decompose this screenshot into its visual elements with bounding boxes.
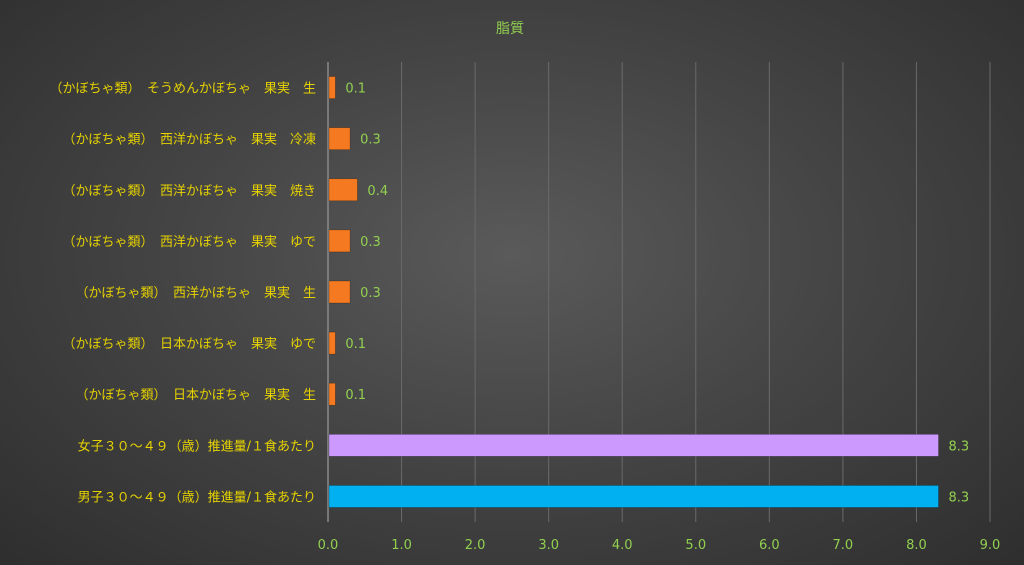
category-label: （かぼちゃ類） 西洋かぼちゃ 果実 焼き <box>62 183 316 199</box>
category-labels: （かぼちゃ類） そうめんかぼちゃ 果実 生 （かぼちゃ類） 西洋かぼちゃ 果実 冷… <box>49 81 316 506</box>
category-label: （かぼちゃ類） 西洋かぼちゃ 果実 生 <box>75 285 316 301</box>
x-tick-label: 2.0 <box>465 538 486 553</box>
value-label: 8.3 <box>949 439 970 454</box>
bar <box>328 127 351 150</box>
x-tick-label: 9.0 <box>980 538 1001 553</box>
value-label: 0.1 <box>345 82 366 97</box>
bar <box>328 178 358 202</box>
value-label: 0.4 <box>367 184 388 199</box>
bar <box>328 485 939 508</box>
category-label: （かぼちゃ類） 日本かぼちゃ 果実 ゆで <box>62 336 316 352</box>
x-tick-label: 3.0 <box>538 538 559 553</box>
bar <box>328 280 351 304</box>
category-label: 女子３０～４９（歳）推進量/１食あたり <box>78 438 316 454</box>
bar <box>328 76 336 99</box>
x-tick-label: 8.0 <box>906 538 927 553</box>
chart-title: 脂質 <box>496 21 524 37</box>
value-label: 0.3 <box>360 133 381 148</box>
gridlines <box>327 62 991 522</box>
bar <box>328 331 336 355</box>
category-label: （かぼちゃ類） 西洋かぼちゃ 果実 ゆで <box>62 234 316 250</box>
value-label: 0.1 <box>345 388 366 403</box>
value-label: 0.1 <box>345 337 366 352</box>
bars <box>328 76 939 508</box>
x-tick-labels: 0.0 1.0 2.0 3.0 4.0 5.0 6.0 7.0 8.0 9.0 <box>318 538 1001 553</box>
x-tick-label: 7.0 <box>833 538 854 553</box>
category-label: （かぼちゃ類） そうめんかぼちゃ 果実 生 <box>49 81 316 97</box>
x-tick-label: 4.0 <box>612 538 633 553</box>
category-label: （かぼちゃ類） 日本かぼちゃ 果実 生 <box>75 387 316 403</box>
category-label: 男子３０～４９（歳）推進量/１食あたり <box>78 489 316 505</box>
x-tick-label: 1.0 <box>391 538 412 553</box>
value-label: 0.3 <box>360 235 381 250</box>
category-label: （かぼちゃ類） 西洋かぼちゃ 果実 冷凍 <box>62 132 316 148</box>
x-tick-label: 6.0 <box>759 538 780 553</box>
bar <box>328 434 939 457</box>
value-label: 8.3 <box>949 490 970 505</box>
bar <box>328 382 336 406</box>
bar <box>328 229 351 253</box>
value-label: 0.3 <box>360 286 381 301</box>
x-tick-label: 5.0 <box>685 538 706 553</box>
x-tick-label: 0.0 <box>318 538 339 553</box>
value-labels: 0.1 0.3 0.4 0.3 0.3 0.1 0.1 8.3 8.3 <box>345 82 969 506</box>
